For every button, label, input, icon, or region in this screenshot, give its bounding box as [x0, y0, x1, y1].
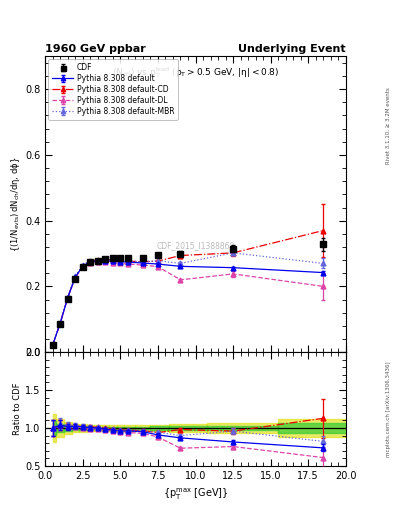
Y-axis label: Ratio to CDF: Ratio to CDF [13, 383, 22, 435]
Text: Rivet 3.1.10, ≥ 3.2M events: Rivet 3.1.10, ≥ 3.2M events [386, 88, 391, 164]
Text: Underlying Event: Underlying Event [238, 44, 346, 54]
Text: 1960 GeV ppbar: 1960 GeV ppbar [45, 44, 146, 54]
Text: $\langle N_{\rm ch}\rangle$ vs $p_T^{\rm lead}$ ($p_T > 0.5$ GeV, $|\eta| < 0.8$: $\langle N_{\rm ch}\rangle$ vs $p_T^{\rm… [112, 65, 279, 80]
X-axis label: $\{p_T^{\rm max}$ [GeV]$\}$: $\{p_T^{\rm max}$ [GeV]$\}$ [163, 486, 228, 502]
Legend: CDF, Pythia 8.308 default, Pythia 8.308 default-CD, Pythia 8.308 default-DL, Pyt: CDF, Pythia 8.308 default, Pythia 8.308 … [48, 59, 178, 120]
Text: mcplots.cern.ch [arXiv:1306.3436]: mcplots.cern.ch [arXiv:1306.3436] [386, 361, 391, 457]
Y-axis label: $\{(1/N_{\rm evts})\,dN_{\rm ch}/d\eta,\,d\phi\}$: $\{(1/N_{\rm evts})\,dN_{\rm ch}/d\eta,\… [9, 157, 22, 252]
Text: CDF_2015_I1388868: CDF_2015_I1388868 [156, 241, 235, 250]
